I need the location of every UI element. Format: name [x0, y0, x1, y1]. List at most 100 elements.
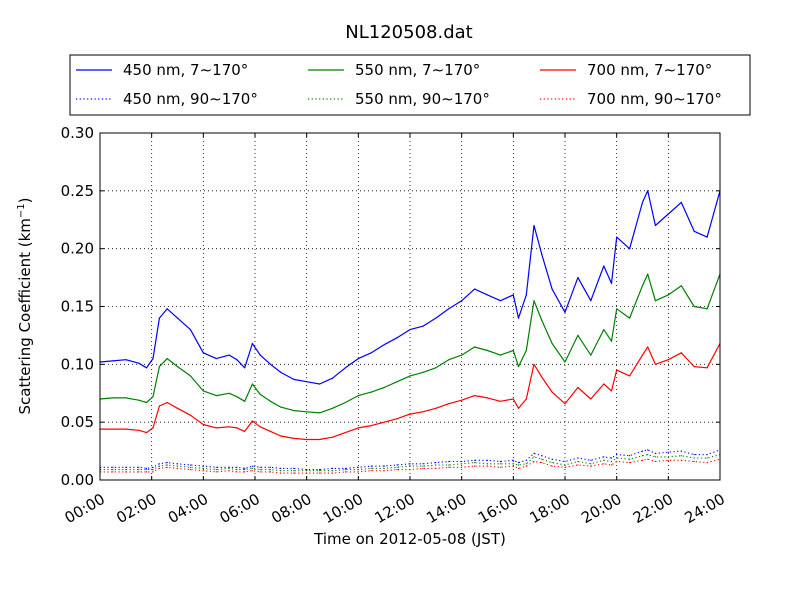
data-point-s5-17 — [269, 471, 272, 473]
data-point-s5-20 — [306, 472, 308, 474]
data-point-s5-18 — [280, 472, 282, 474]
data-point-s1-17 — [269, 400, 272, 402]
data-point-s1-34 — [486, 349, 489, 352]
data-point-s5-23 — [344, 471, 346, 473]
data-point-s0-7 — [166, 308, 168, 310]
data-point-s1-47 — [616, 308, 618, 310]
data-point-s3-53 — [680, 450, 682, 452]
data-point-s3-18 — [280, 467, 282, 469]
data-point-s4-10 — [202, 467, 204, 469]
data-point-s4-23 — [344, 469, 346, 471]
data-point-s5-31 — [448, 466, 450, 468]
data-point-s3-14 — [244, 467, 246, 469]
data-point-s2-32 — [461, 399, 463, 401]
data-point-s1-5 — [152, 396, 154, 398]
data-point-s2-49 — [641, 354, 644, 356]
legend-label-2: 700 nm, 7∼170° — [587, 61, 712, 79]
data-point-s0-10 — [202, 352, 204, 354]
data-point-s0-5 — [152, 358, 154, 360]
data-point-s0-41 — [551, 288, 553, 290]
data-point-s1-30 — [435, 367, 437, 369]
data-point-s0-29 — [422, 325, 424, 327]
data-point-s5-5 — [152, 471, 154, 473]
data-point-s1-45 — [603, 329, 605, 331]
data-point-s3-20 — [306, 469, 308, 471]
data-point-s4-33 — [474, 462, 476, 464]
data-point-s1-52 — [667, 294, 669, 296]
data-point-s3-22 — [331, 467, 334, 469]
data-point-s3-51 — [654, 452, 657, 454]
x-tick-label: 08:00 — [268, 490, 314, 527]
data-point-s2-22 — [331, 436, 334, 438]
data-point-s1-7 — [166, 358, 168, 360]
data-point-s5-41 — [551, 465, 553, 467]
data-point-s5-34 — [486, 465, 489, 467]
data-point-s5-37 — [517, 467, 520, 469]
data-point-s3-38 — [525, 459, 527, 461]
y-axis-label-close: ) — [16, 197, 34, 203]
data-point-s4-1 — [112, 469, 114, 471]
data-point-s0-8 — [176, 317, 179, 319]
data-point-s3-39 — [533, 452, 535, 454]
data-point-s5-15 — [251, 470, 253, 472]
data-point-s1-3 — [138, 399, 140, 401]
data-point-s1-8 — [176, 366, 179, 368]
y-tick-label: 0.10 — [61, 355, 94, 373]
data-point-s2-41 — [551, 391, 553, 393]
data-point-s1-31 — [448, 359, 450, 361]
data-point-s5-11 — [215, 471, 217, 473]
data-point-s1-38 — [525, 349, 527, 352]
data-point-s5-29 — [422, 467, 424, 469]
data-point-s4-18 — [280, 470, 282, 472]
data-point-s2-8 — [176, 407, 179, 409]
x-tick-label: 18:00 — [527, 490, 573, 527]
x-tick-label: 02:00 — [113, 490, 159, 527]
data-point-s4-54 — [693, 457, 695, 459]
data-point-s5-9 — [189, 469, 191, 471]
data-point-s5-10 — [202, 470, 204, 472]
data-point-s2-18 — [280, 435, 282, 437]
data-point-s5-39 — [533, 460, 535, 463]
data-point-s5-42 — [564, 466, 566, 468]
data-point-s3-31 — [448, 460, 450, 463]
data-point-s0-9 — [189, 329, 191, 331]
data-point-s0-54 — [693, 230, 695, 232]
data-point-s2-36 — [512, 398, 514, 400]
data-point-s5-55 — [706, 462, 708, 464]
data-point-s1-27 — [396, 381, 398, 383]
data-point-s1-51 — [654, 300, 657, 302]
data-point-s1-46 — [610, 340, 613, 342]
data-point-s1-37 — [517, 366, 520, 368]
data-point-s4-3 — [138, 469, 140, 471]
data-point-s1-4 — [145, 401, 148, 404]
data-point-s1-23 — [344, 401, 346, 404]
data-point-s5-7 — [166, 466, 168, 468]
y-tick-label: 0.20 — [61, 240, 94, 258]
data-point-s0-38 — [525, 294, 527, 296]
data-point-s2-23 — [344, 432, 346, 434]
data-point-s0-19 — [293, 378, 295, 380]
y-axis-label: Scattering Coefficient (km−1) — [16, 197, 34, 414]
data-point-s1-20 — [306, 411, 308, 413]
data-point-s2-54 — [693, 366, 695, 368]
x-tick-label: 12:00 — [372, 490, 418, 527]
data-point-s1-16 — [259, 393, 261, 395]
data-point-s3-49 — [641, 450, 644, 452]
y-axis-label-main: Scattering Coefficient (km — [16, 218, 34, 414]
data-point-s3-43 — [577, 457, 579, 459]
data-point-s0-16 — [259, 354, 261, 356]
data-point-s0-25 — [370, 352, 372, 354]
data-point-s4-45 — [603, 459, 605, 461]
data-point-s0-28 — [409, 329, 411, 331]
data-point-s3-17 — [269, 466, 272, 468]
data-point-s5-47 — [616, 460, 618, 463]
data-point-s1-9 — [189, 375, 191, 377]
data-point-s1-13 — [236, 396, 238, 398]
data-point-s0-39 — [533, 224, 535, 227]
data-point-s1-18 — [280, 406, 282, 408]
data-point-s1-22 — [331, 407, 334, 409]
data-point-s3-12 — [228, 466, 230, 468]
data-point-s0-24 — [357, 358, 359, 360]
data-point-s1-29 — [422, 371, 424, 373]
data-point-s2-2 — [125, 428, 127, 430]
